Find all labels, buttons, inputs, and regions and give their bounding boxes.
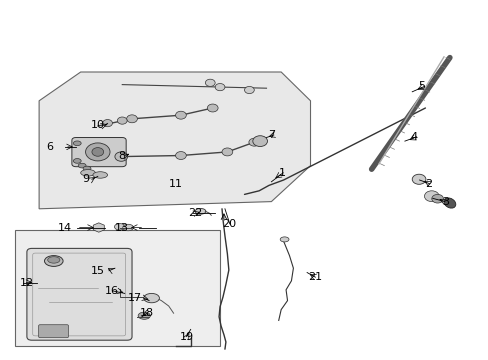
Bar [15, 230, 220, 346]
Text: 16: 16 [105, 286, 119, 296]
Text: 4: 4 [410, 132, 417, 142]
FancyBboxPatch shape [27, 248, 132, 340]
Circle shape [222, 148, 232, 156]
Text: 2: 2 [425, 179, 432, 189]
Text: 22: 22 [188, 208, 202, 218]
Ellipse shape [81, 170, 95, 176]
Text: 10: 10 [90, 120, 104, 130]
Circle shape [85, 143, 110, 161]
Circle shape [215, 84, 224, 91]
Ellipse shape [83, 166, 91, 171]
Text: 20: 20 [222, 219, 236, 229]
Circle shape [248, 138, 259, 146]
Circle shape [205, 79, 215, 86]
Text: 17: 17 [128, 293, 142, 303]
Text: 15: 15 [90, 266, 104, 276]
Text: 14: 14 [58, 222, 72, 233]
Ellipse shape [143, 293, 159, 303]
Circle shape [115, 152, 127, 161]
Circle shape [207, 104, 218, 112]
Circle shape [117, 117, 127, 124]
Ellipse shape [73, 158, 81, 163]
Circle shape [431, 194, 443, 203]
Ellipse shape [138, 312, 150, 319]
Text: 11: 11 [168, 179, 183, 189]
Ellipse shape [93, 172, 107, 178]
Text: 7: 7 [267, 130, 275, 140]
Ellipse shape [443, 198, 455, 208]
FancyBboxPatch shape [72, 138, 126, 167]
Text: 13: 13 [115, 222, 129, 233]
Circle shape [126, 115, 137, 123]
Text: 3: 3 [442, 197, 448, 207]
Polygon shape [39, 72, 310, 209]
Ellipse shape [114, 224, 125, 230]
Text: 1: 1 [278, 168, 285, 178]
Text: 5: 5 [417, 81, 424, 91]
Text: 8: 8 [118, 150, 125, 161]
Ellipse shape [48, 257, 60, 263]
Circle shape [92, 148, 103, 156]
Ellipse shape [78, 163, 86, 168]
Text: 9: 9 [82, 174, 89, 184]
Circle shape [102, 120, 112, 127]
Ellipse shape [122, 224, 133, 231]
Ellipse shape [73, 141, 81, 145]
Circle shape [424, 191, 438, 202]
Circle shape [411, 174, 425, 184]
Text: 18: 18 [139, 308, 153, 318]
Circle shape [175, 111, 186, 119]
Ellipse shape [280, 237, 288, 242]
Circle shape [252, 136, 267, 147]
FancyBboxPatch shape [39, 325, 68, 338]
Ellipse shape [195, 208, 205, 214]
Text: 21: 21 [307, 272, 322, 282]
Text: 12: 12 [20, 278, 34, 288]
Circle shape [244, 86, 254, 94]
Text: 19: 19 [180, 332, 194, 342]
Text: 6: 6 [46, 142, 53, 152]
Circle shape [175, 152, 186, 159]
Ellipse shape [44, 256, 63, 266]
